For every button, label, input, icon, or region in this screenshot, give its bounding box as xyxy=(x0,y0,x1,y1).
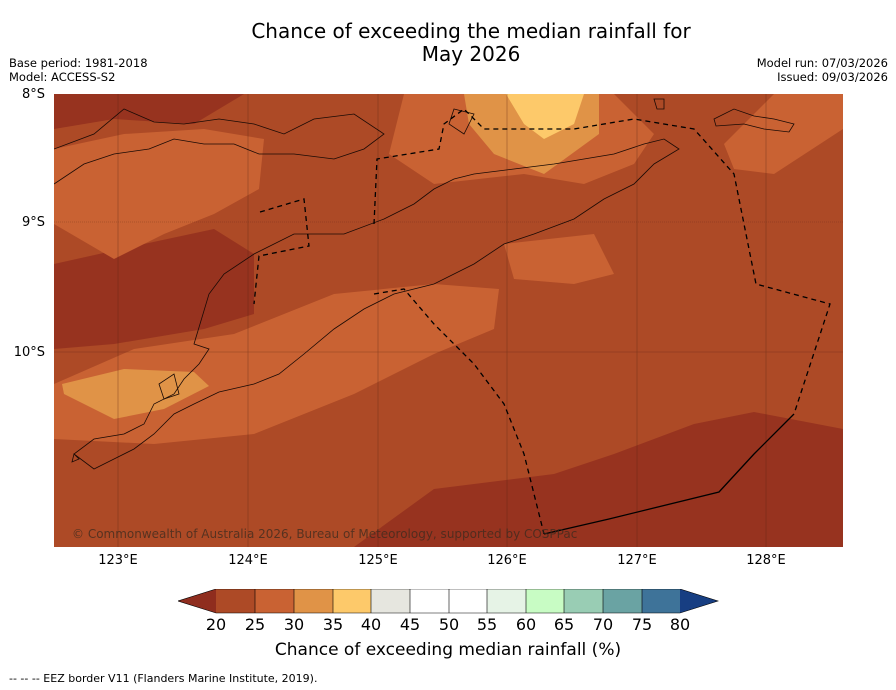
issued-date: Issued: 09/03/2026 xyxy=(777,70,888,84)
colorbar-swatch-30-35 xyxy=(294,589,333,613)
eez-border xyxy=(253,108,831,535)
colorbar-swatch-65-70 xyxy=(564,589,603,613)
colorbar-tick: 40 xyxy=(360,615,382,634)
meta-left: Base period: 1981-2018 Model: ACCESS-S2 xyxy=(9,56,148,84)
model-name: Model: ACCESS-S2 xyxy=(9,70,116,84)
grid-lines xyxy=(54,94,843,547)
colorbar-tick: 80 xyxy=(669,615,691,634)
colorbar-tick: 45 xyxy=(399,615,421,634)
title-line-2: May 2026 xyxy=(421,42,521,66)
copyright-notice: © Commonwealth of Australia 2026, Bureau… xyxy=(72,527,578,541)
lon-label-124e: 124°E xyxy=(228,553,268,568)
lon-label-127e: 127°E xyxy=(617,553,657,568)
colorbar-swatch-70-75 xyxy=(603,589,642,613)
zone-30-35-northeast xyxy=(724,94,843,174)
colorbar-swatch-20-25 xyxy=(216,589,255,613)
zone-40-45 xyxy=(506,94,584,139)
colorbar-swatch-40-45 xyxy=(371,589,410,613)
colorbar-swatch-below-20 xyxy=(178,589,216,613)
map-canvas xyxy=(54,94,843,547)
zone-20-25-west xyxy=(54,229,254,349)
colorbar-outline xyxy=(178,589,719,614)
colorbar-tick: 25 xyxy=(244,615,266,634)
zone-30-35-northwest xyxy=(54,129,264,259)
colorbar-swatch-above-80 xyxy=(680,589,718,613)
colorbar-tick: 20 xyxy=(205,615,227,634)
model-run: Model run: 07/03/2026 xyxy=(756,56,888,70)
base-period: Base period: 1981-2018 xyxy=(9,56,148,70)
colorbar-swatch-75-80 xyxy=(642,589,680,613)
colorbar-swatch-25-30 xyxy=(255,589,294,613)
colorbar-tick: 35 xyxy=(322,615,344,634)
colorbar-tick: 65 xyxy=(553,615,575,634)
lon-label-123e: 123°E xyxy=(98,553,138,568)
lat-label-8s: 8°S xyxy=(21,87,45,102)
meta-right: Model run: 07/03/2026 Issued: 09/03/2026 xyxy=(757,56,888,84)
colorbar-label: Chance of exceeding median rainfall (%) xyxy=(274,640,622,660)
rainfall-map: © Commonwealth of Australia 2026, Bureau… xyxy=(54,94,843,547)
colorbar-tick: 70 xyxy=(592,615,614,634)
colorbar-swatch-60-65 xyxy=(526,589,564,613)
colorbar-swatch-35-40 xyxy=(333,589,371,613)
colorbar-tick: 75 xyxy=(631,615,653,634)
colorbar-tick: 50 xyxy=(438,615,460,634)
zone-35-40-west xyxy=(62,369,209,419)
map-title: Chance of exceeding the median rainfall … xyxy=(0,20,896,66)
eez-footer-note: -- -- -- EEZ border V11 (Flanders Marine… xyxy=(9,672,318,685)
lon-label-125e: 125°E xyxy=(358,553,398,568)
colorbar-tick: 55 xyxy=(476,615,498,634)
title-line-1: Chance of exceeding the median rainfall … xyxy=(251,19,691,43)
colorbar-tick: 30 xyxy=(283,615,305,634)
colorbar-swatch-45-50 xyxy=(410,589,449,613)
lat-label-10s: 10°S xyxy=(13,345,45,360)
zone-20-25-north xyxy=(54,94,244,129)
colorbar-swatch-55-60 xyxy=(487,589,526,613)
lat-label-9s: 9°S xyxy=(21,215,45,230)
zone-20-25-southeast xyxy=(354,412,843,547)
colorbar-tick: 60 xyxy=(515,615,537,634)
zone-30-35-central xyxy=(504,234,614,284)
colorbar xyxy=(178,589,719,614)
colorbar-swatch-50-55 xyxy=(449,589,487,613)
lon-label-128e: 128°E xyxy=(746,553,786,568)
lon-label-126e: 126°E xyxy=(487,553,527,568)
